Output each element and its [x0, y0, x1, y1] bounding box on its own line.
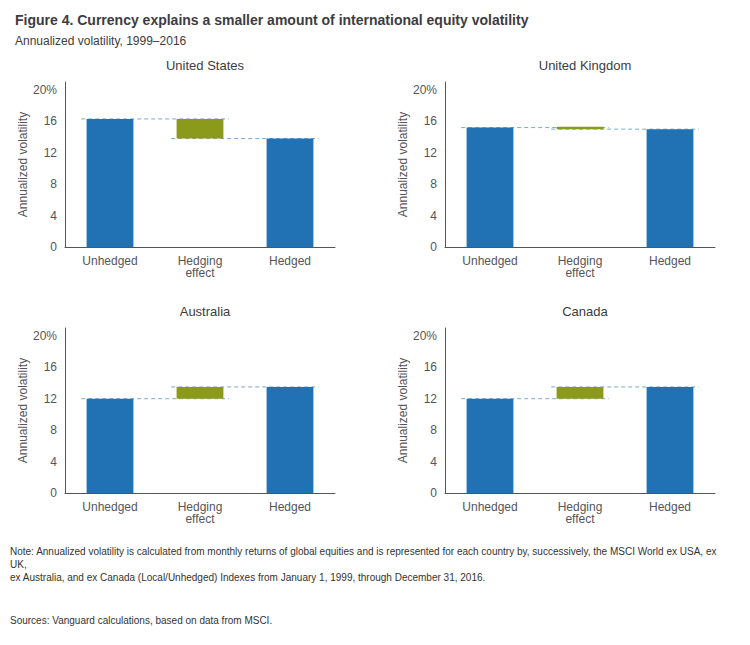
svg-text:8: 8	[50, 177, 57, 191]
svg-text:Note: Annualized volatility is: Note: Annualized volatility is calculate…	[10, 546, 719, 557]
svg-text:effect: effect	[185, 266, 215, 280]
svg-text:16: 16	[424, 114, 438, 128]
svg-text:8: 8	[430, 177, 437, 191]
svg-text:0: 0	[50, 240, 57, 254]
svg-text:8: 8	[430, 423, 437, 437]
svg-text:12: 12	[424, 146, 438, 160]
svg-text:20%: 20%	[413, 329, 437, 343]
svg-text:effect: effect	[185, 512, 215, 526]
svg-text:20%: 20%	[33, 329, 57, 343]
svg-text:0: 0	[50, 486, 57, 500]
svg-text:Annualized volatility: Annualized volatility	[16, 112, 30, 217]
svg-text:Unhedged: Unhedged	[82, 500, 137, 514]
svg-text:12: 12	[424, 392, 438, 406]
svg-text:Annualized volatility: Annualized volatility	[16, 358, 30, 463]
svg-text:16: 16	[44, 114, 58, 128]
svg-text:12: 12	[44, 392, 58, 406]
svg-text:effect: effect	[565, 512, 595, 526]
svg-text:16: 16	[44, 360, 58, 374]
svg-text:effect: effect	[565, 266, 595, 280]
svg-text:Sources: Vanguard calculations: Sources: Vanguard calculations, based on…	[10, 615, 272, 626]
svg-text:0: 0	[430, 240, 437, 254]
svg-text:Annualized volatility, 1999–20: Annualized volatility, 1999–2016	[15, 34, 187, 48]
svg-text:Unhedged: Unhedged	[82, 254, 137, 268]
svg-text:16: 16	[424, 360, 438, 374]
svg-text:4: 4	[50, 455, 57, 469]
svg-text:12: 12	[44, 146, 58, 160]
svg-text:United States: United States	[166, 58, 245, 73]
svg-text:4: 4	[430, 209, 437, 223]
svg-text:Annualized volatility: Annualized volatility	[396, 358, 410, 463]
svg-text:Unhedged: Unhedged	[462, 254, 517, 268]
svg-text:Hedging: Hedging	[557, 254, 603, 268]
svg-text:20%: 20%	[33, 83, 57, 97]
svg-text:Hedged: Hedged	[649, 500, 691, 514]
svg-text:4: 4	[430, 455, 437, 469]
svg-text:Hedging: Hedging	[177, 254, 223, 268]
svg-text:UK,: UK,	[10, 559, 27, 570]
svg-text:Hedged: Hedged	[269, 254, 311, 268]
svg-text:Canada: Canada	[562, 304, 608, 319]
svg-text:20%: 20%	[413, 83, 437, 97]
svg-text:Australia: Australia	[180, 304, 231, 319]
svg-text:ex Australia, and ex Canada (L: ex Australia, and ex Canada (Local/Unhed…	[10, 572, 485, 583]
svg-text:United Kingdom: United Kingdom	[539, 58, 632, 73]
svg-text:Hedging: Hedging	[177, 500, 223, 514]
svg-text:Figure 4. Currency explains a: Figure 4. Currency explains a smaller am…	[15, 12, 529, 28]
svg-text:Unhedged: Unhedged	[462, 500, 517, 514]
svg-text:Annualized volatility: Annualized volatility	[396, 112, 410, 217]
svg-text:0: 0	[430, 486, 437, 500]
svg-text:8: 8	[50, 423, 57, 437]
svg-text:4: 4	[50, 209, 57, 223]
svg-text:Hedging: Hedging	[557, 500, 603, 514]
svg-text:Hedged: Hedged	[649, 254, 691, 268]
svg-text:Hedged: Hedged	[269, 500, 311, 514]
